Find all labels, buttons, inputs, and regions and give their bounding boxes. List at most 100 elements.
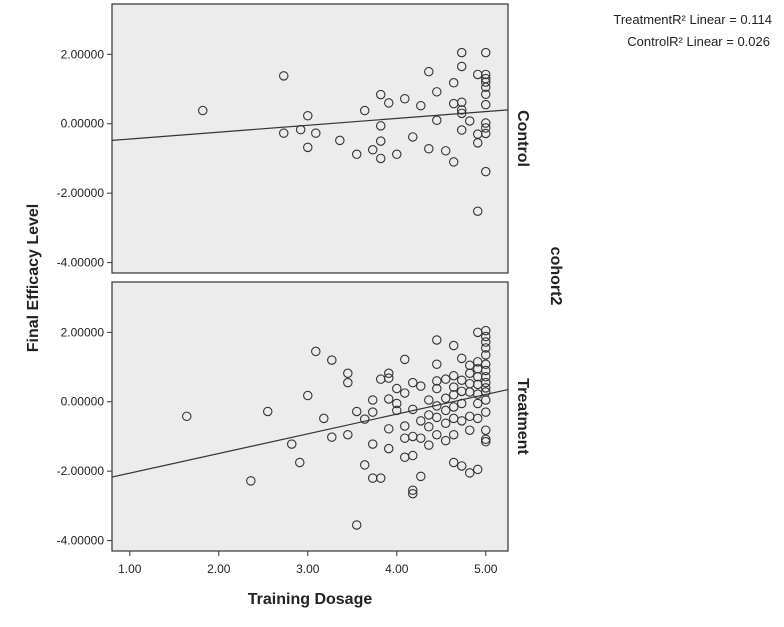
data-point [481, 407, 491, 417]
data-point [359, 414, 370, 424]
data-point [464, 425, 475, 435]
data-point [343, 377, 353, 388]
data-point [295, 124, 306, 135]
data-point [448, 390, 459, 400]
data-point [384, 368, 394, 379]
data-point [359, 105, 370, 116]
data-point [481, 434, 491, 444]
group-label: cohort2 [547, 247, 564, 306]
data-point [440, 146, 451, 156]
data-point [311, 346, 321, 357]
data-point [432, 412, 442, 423]
data-point [375, 473, 386, 483]
data-point [440, 435, 451, 446]
data-point [303, 111, 313, 121]
y-tick-label: -2.00000 [57, 464, 105, 478]
panel-label-control: Control [514, 110, 531, 167]
data-point [408, 377, 418, 388]
y-tick-label: -2.00000 [57, 186, 105, 200]
data-point [432, 429, 442, 440]
data-point [432, 335, 442, 345]
fit-line-control [111, 109, 509, 142]
data-point [481, 383, 491, 393]
data-point [481, 425, 491, 435]
data-point [367, 407, 378, 417]
data-point [456, 375, 467, 385]
data-point [367, 145, 378, 155]
data-point [464, 368, 475, 379]
data-point [456, 108, 467, 119]
data-point [262, 406, 273, 417]
data-point [278, 128, 289, 138]
y-tick-label: 2.00000 [61, 47, 105, 61]
data-point [448, 402, 459, 412]
y-tick-label: 0.00000 [61, 395, 105, 409]
data-point [472, 413, 483, 424]
data-point [408, 450, 418, 461]
plot-area-treatment [111, 281, 509, 552]
data-point [424, 395, 434, 405]
data-point [481, 325, 491, 336]
data-point [408, 488, 418, 499]
data-point [440, 405, 451, 416]
y-tick-label: -4.00000 [57, 256, 105, 270]
data-point [408, 485, 418, 496]
svg-text:TreatmentR² Linear = 0.114: TreatmentR² Linear = 0.114 [613, 12, 772, 27]
data-point [287, 439, 297, 449]
data-point [472, 464, 483, 475]
data-point [424, 421, 434, 432]
data-point [481, 82, 491, 93]
data-point [456, 97, 467, 107]
data-point [481, 337, 491, 347]
data-point [416, 381, 426, 391]
data-point [424, 143, 434, 154]
data-point [432, 87, 442, 97]
data-point [432, 383, 442, 394]
data-point [311, 128, 321, 138]
data-point [481, 47, 491, 58]
data-point [448, 78, 459, 88]
data-point [392, 383, 402, 394]
data-point [456, 353, 467, 364]
data-point [303, 142, 313, 153]
data-point [448, 340, 459, 351]
data-point [375, 89, 386, 100]
data-point [384, 443, 394, 454]
data-point [448, 370, 459, 381]
x-tick-label: 5.00 [474, 562, 498, 576]
data-point [481, 372, 491, 382]
data-point [351, 149, 362, 160]
data-point [416, 100, 426, 111]
data-point [367, 395, 378, 405]
legend-label-control: R² Linear = 0.026 [669, 34, 770, 49]
data-point [384, 98, 394, 108]
data-point [343, 429, 353, 440]
data-point [319, 413, 329, 424]
data-point [327, 432, 337, 442]
data-point [440, 418, 451, 429]
data-point [448, 457, 459, 468]
data-point [481, 395, 491, 405]
data-point [408, 404, 418, 415]
data-point [472, 138, 483, 148]
legend-label-treatment: R² Linear = 0.114 [672, 12, 772, 27]
data-point [432, 359, 442, 370]
data-point [400, 388, 410, 398]
panel-label-treatment: Treatment [514, 378, 531, 455]
data-point [351, 520, 362, 530]
data-point [464, 468, 475, 478]
x-tick-label: 2.00 [207, 562, 231, 576]
data-point [424, 440, 434, 450]
plot-area-control [111, 3, 509, 274]
data-point [392, 405, 402, 416]
data-point [375, 136, 386, 146]
fit-line-treatment [111, 389, 509, 478]
data-point [456, 61, 467, 72]
data-point [456, 125, 467, 135]
x-tick-label: 4.00 [385, 562, 409, 576]
data-point [481, 99, 491, 110]
y-tick-label: 2.00000 [61, 325, 105, 339]
data-point [246, 476, 256, 486]
x-axis-title: Training Dosage [248, 591, 373, 608]
data-point [335, 135, 345, 146]
